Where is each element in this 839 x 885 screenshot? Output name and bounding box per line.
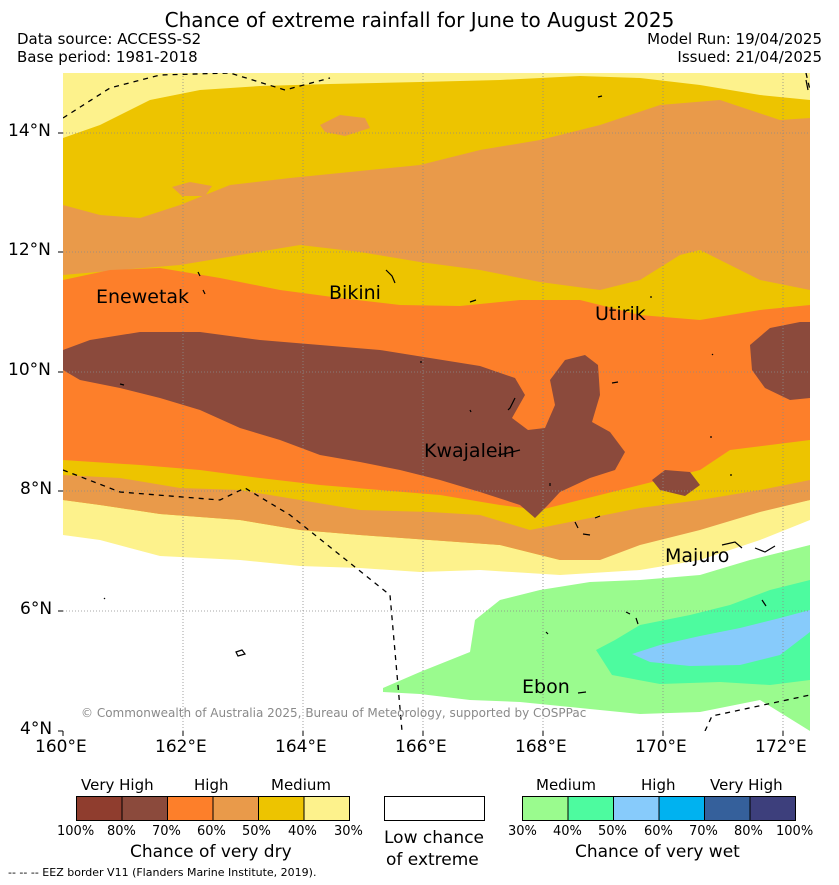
legend-wet-caption: Chance of very wet xyxy=(575,842,740,862)
legend-dry-head-high: High xyxy=(194,776,229,794)
legend-dry-tick-80: 80% xyxy=(107,824,136,839)
legend-dry-tick-30: 30% xyxy=(334,824,363,839)
copyright-notice: © Commonwealth of Australia 2025, Bureau… xyxy=(81,706,587,720)
legend-dry-swatch-4 xyxy=(258,796,305,821)
legend-dry-caption: Chance of very dry xyxy=(130,842,292,862)
legend-wet-swatch-5 xyxy=(749,796,796,821)
legend-neutral-swatch xyxy=(384,796,485,821)
lon-label-162e: 162°E xyxy=(155,737,207,757)
legend-wet-tick-60: 60% xyxy=(644,824,673,839)
legend-dry-tick-50: 50% xyxy=(242,824,271,839)
legend-wet-tick-50: 50% xyxy=(598,824,627,839)
legend-neutral-caption-line1: Low chance xyxy=(384,828,484,848)
legend-neutral-caption-line2: of extreme xyxy=(386,850,479,870)
legend-wet-swatch-3 xyxy=(658,796,705,821)
legend-dry-tick-60: 60% xyxy=(197,824,226,839)
lat-label-14n: 14°N xyxy=(8,121,51,141)
lat-label-8n: 8°N xyxy=(20,479,53,499)
dry-50-60-patch-nw xyxy=(172,182,212,196)
legend-dry-swatch-2 xyxy=(167,796,214,821)
axis-ticks xyxy=(58,132,784,736)
place-bikini: Bikini xyxy=(329,282,381,304)
data-source-label: Data source: ACCESS-S2 xyxy=(17,30,202,48)
issued-label: Issued: 21/04/2025 xyxy=(677,48,822,66)
wet-50-60-region xyxy=(632,610,810,666)
lat-label-10n: 10°N xyxy=(8,360,51,380)
legend-dry-tick-40: 40% xyxy=(288,824,317,839)
dry-70-80-patch-ne xyxy=(750,322,810,400)
base-period-label: Base period: 1981-2018 xyxy=(17,48,198,66)
legend-dry-tick-70: 70% xyxy=(152,824,181,839)
dry-50-60-region xyxy=(63,100,810,290)
legend-dry-swatch-0 xyxy=(76,796,123,821)
dry-70-80-patch-e xyxy=(652,470,700,496)
lon-label-164e: 164°E xyxy=(275,737,327,757)
place-utirik: Utirik xyxy=(595,303,646,325)
lon-label-172e: 172°E xyxy=(755,737,807,757)
legend-wet-colorbar xyxy=(522,796,796,821)
lon-label-168e: 168°E xyxy=(515,737,567,757)
place-kwajalein: Kwajalein xyxy=(424,440,515,462)
legend-wet-tick-40: 40% xyxy=(553,824,582,839)
map-title: Chance of extreme rainfall for June to A… xyxy=(164,8,675,32)
lat-label-12n: 12°N xyxy=(8,240,51,260)
legend-dry-swatch-5 xyxy=(303,796,350,821)
legend-wet-swatch-0 xyxy=(522,796,569,821)
lon-label-170e: 170°E xyxy=(635,737,687,757)
legend-dry-head-medium: Medium xyxy=(271,776,331,794)
eez-footnote: -- -- -- EEZ border V11 (Flanders Marine… xyxy=(8,866,317,879)
legend-wet-head-medium: Medium xyxy=(536,776,596,794)
dry-50-60-patch-n xyxy=(320,115,370,136)
wet-30-40-region xyxy=(383,545,810,731)
eez-border xyxy=(63,73,810,731)
legend-wet-head-very-high: Very High xyxy=(710,776,783,794)
legend-dry-head-very-high: Very High xyxy=(81,776,154,794)
legend-wet-tick-70: 70% xyxy=(689,824,718,839)
lat-label-6n: 6°N xyxy=(20,599,53,619)
place-ebon: Ebon xyxy=(522,676,570,698)
legend-wet-swatch-1 xyxy=(567,796,614,821)
lon-label-160e: 160°E xyxy=(35,737,87,757)
lat-label-4n: 4°N xyxy=(20,719,53,739)
dry-70-80-region xyxy=(63,332,625,518)
legend-wet-tick-30: 30% xyxy=(508,824,537,839)
legend-wet-tick-80: 80% xyxy=(734,824,763,839)
dry-50-60-region-south xyxy=(63,475,810,560)
place-majuro: Majuro xyxy=(665,545,730,567)
legend-wet-swatch-2 xyxy=(613,796,660,821)
legend-dry-swatch-1 xyxy=(121,796,168,821)
legend-wet-head-high: High xyxy=(641,776,676,794)
island-coastlines xyxy=(103,79,809,694)
place-enewetak: Enewetak xyxy=(96,286,190,308)
map-plot-area xyxy=(63,73,810,731)
legend-dry-colorbar xyxy=(76,796,350,821)
model-run-label: Model Run: 19/04/2025 xyxy=(647,30,822,48)
legend-dry-tick-100: 100% xyxy=(57,824,95,839)
legend-wet-swatch-4 xyxy=(704,796,751,821)
legend-wet-tick-100: 100% xyxy=(776,824,814,839)
legend-dry-swatch-3 xyxy=(212,796,259,821)
lon-label-166e: 166°E xyxy=(395,737,447,757)
